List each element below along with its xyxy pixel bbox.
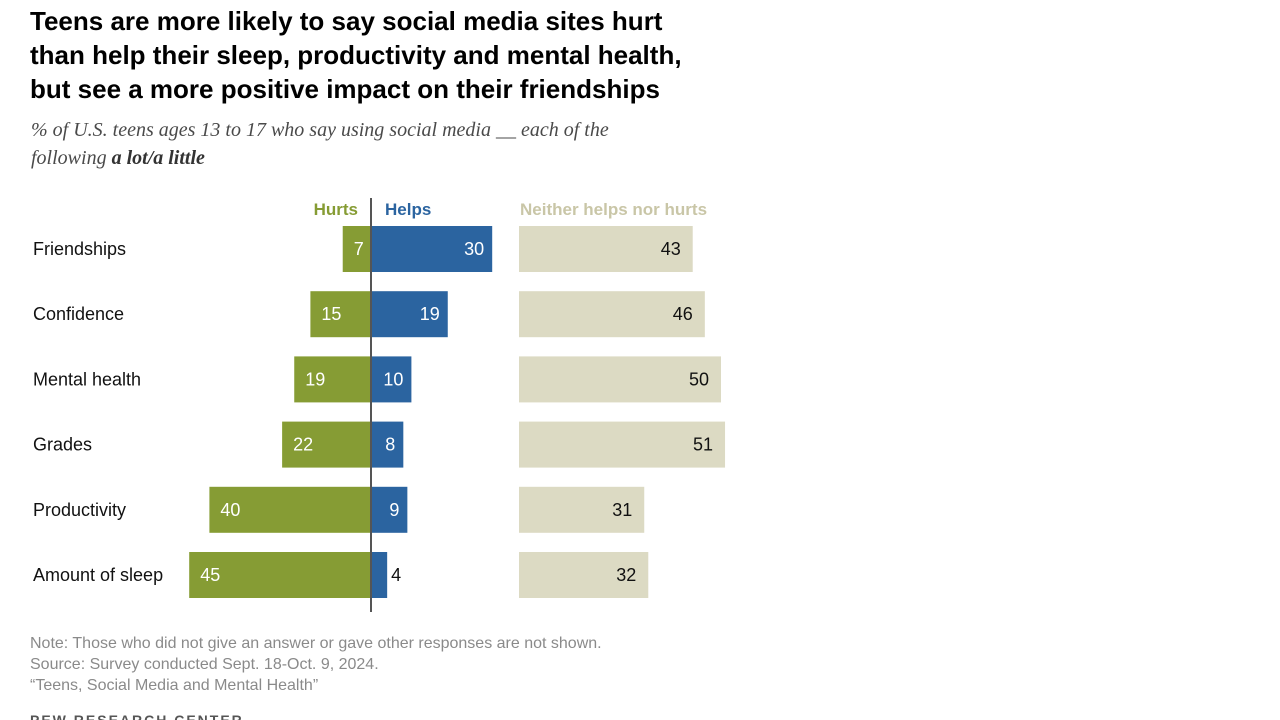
publisher-logo: PEW RESEARCH CENTER <box>30 712 244 720</box>
bar-neither <box>519 552 649 598</box>
bar-hurts <box>294 356 371 403</box>
bar-neither <box>519 356 721 403</box>
category-label: Mental health <box>33 369 141 389</box>
bar-hurts <box>342 226 371 272</box>
data-label-neither: 46 <box>673 304 693 324</box>
legend-neither: Neither helps nor hurts <box>520 200 707 219</box>
bar-hurts <box>189 552 371 598</box>
chart-title: Teens are more likely to say social medi… <box>30 4 750 106</box>
data-label-helps: 30 <box>464 239 484 259</box>
data-label-hurts: 19 <box>305 369 325 389</box>
data-label-hurts: 45 <box>200 565 220 585</box>
data-label-neither: 51 <box>693 435 713 455</box>
bar-neither <box>519 291 705 338</box>
category-label: Amount of sleep <box>33 565 163 585</box>
legend-hurts: Hurts <box>314 200 358 219</box>
data-label-helps: 4 <box>391 565 401 585</box>
chart-subtitle: % of U.S. teens ages 13 to 17 who say us… <box>31 116 731 172</box>
subtitle-line-1: % of U.S. teens ages 13 to 17 who say us… <box>31 119 609 141</box>
note-text: Note: Those who did not give an answer o… <box>30 635 602 652</box>
bar-neither <box>519 226 693 272</box>
bar-helps <box>371 356 412 403</box>
data-label-hurts: 22 <box>293 435 313 455</box>
data-label-helps: 19 <box>420 304 440 324</box>
bar-hurts <box>310 291 371 338</box>
data-label-helps: 10 <box>383 369 403 389</box>
source-text: Source: Survey conducted Sept. 18-Oct. 9… <box>30 656 379 673</box>
bar-helps <box>371 421 404 468</box>
data-label-hurts: 40 <box>220 500 240 520</box>
data-label-neither: 50 <box>689 369 709 389</box>
chart-notes: Note: Those who did not give an answer o… <box>30 633 830 696</box>
subtitle-emphasis: a lot/a little <box>111 147 205 169</box>
bar-helps <box>371 486 408 533</box>
bar-neither <box>519 486 645 533</box>
bar-helps <box>371 226 493 272</box>
data-label-neither: 43 <box>661 239 681 259</box>
bar-hurts <box>209 486 371 533</box>
category-label: Friendships <box>33 239 126 259</box>
data-label-neither: 31 <box>612 500 632 520</box>
title-line-1: Teens are more likely to say social medi… <box>30 6 663 36</box>
legend-helps: Helps <box>385 200 431 219</box>
bar-hurts <box>282 421 371 468</box>
category-label: Productivity <box>33 500 126 520</box>
data-label-hurts: 15 <box>321 304 341 324</box>
bar-neither <box>519 421 726 468</box>
bar-helps <box>371 291 448 338</box>
subtitle-line-2-prefix: following <box>31 147 112 169</box>
category-label: Grades <box>33 435 92 455</box>
diverging-bar-chart: Hurts Helps Neither helps nor hurts Friends… <box>33 198 726 612</box>
data-label-helps: 9 <box>389 500 399 520</box>
data-label-hurts: 7 <box>354 239 364 259</box>
bar-helps <box>371 552 388 598</box>
title-line-3: but see a more positive impact on their … <box>30 74 660 104</box>
report-title: “Teens, Social Media and Mental Health” <box>30 677 319 694</box>
data-label-neither: 32 <box>616 565 636 585</box>
category-label: Confidence <box>33 304 124 324</box>
data-label-helps: 8 <box>385 435 395 455</box>
title-line-2: than help their sleep, productivity and … <box>30 40 682 70</box>
